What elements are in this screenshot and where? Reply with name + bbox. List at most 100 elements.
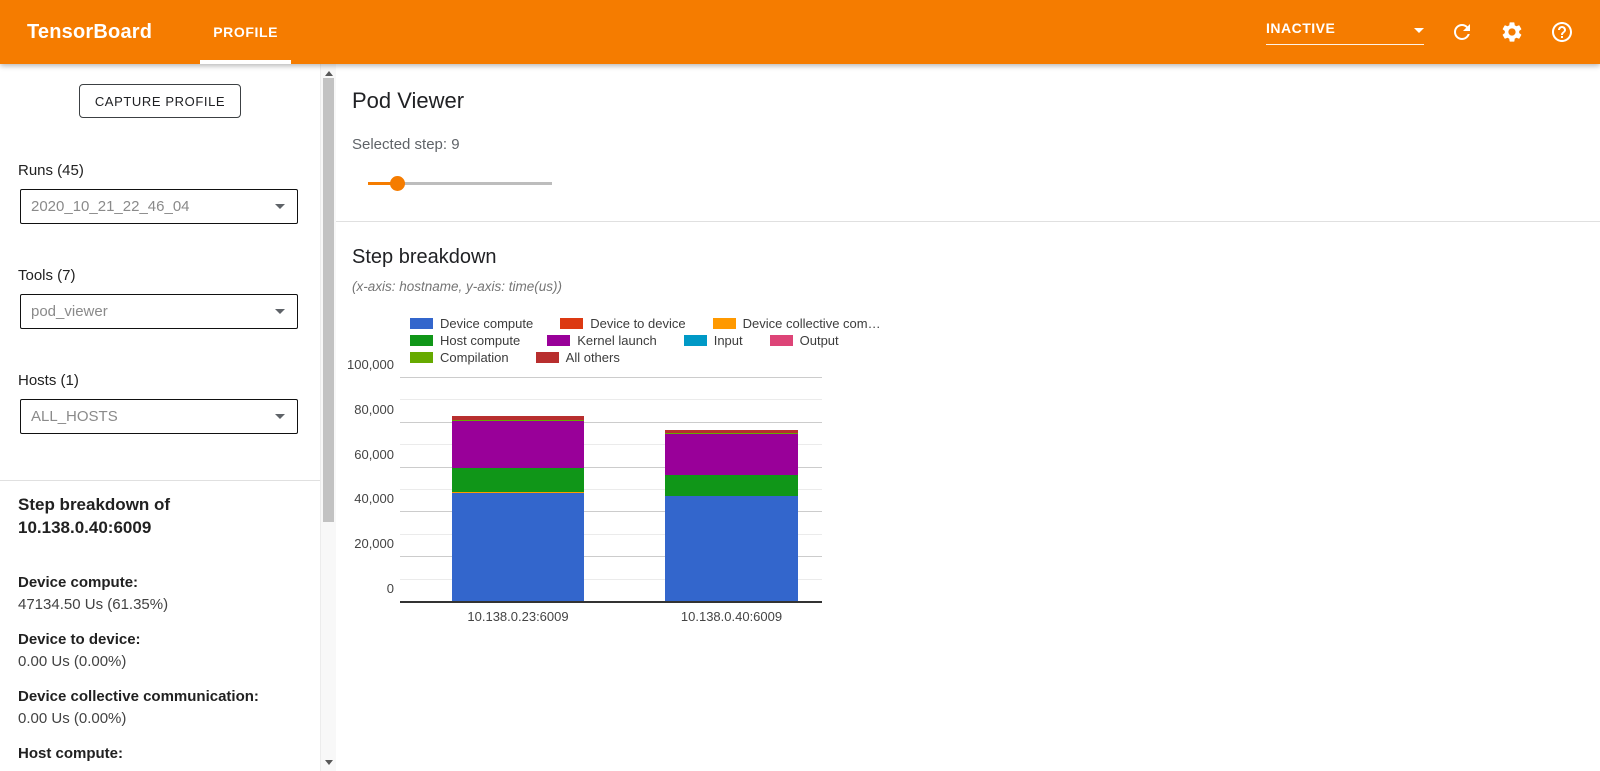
chevron-down-icon: [275, 204, 285, 209]
hosts-dropdown-value: ALL_HOSTS: [31, 408, 118, 425]
bar-segment-all-others[interactable]: [452, 415, 584, 420]
app-title: TensorBoard: [27, 20, 153, 43]
bar-segment-device-collective-communication[interactable]: [665, 495, 798, 497]
stat-device-to-device: Device to device: 0.00 Us (0.00%): [18, 631, 141, 670]
slider-knob[interactable]: [390, 176, 405, 191]
tools-label: Tools (7): [18, 267, 76, 284]
scrollbar-down-arrow-icon[interactable]: [321, 755, 337, 769]
axis-note: (x-axis: hostname, y-axis: time(us)): [352, 279, 563, 294]
gridline: [400, 511, 822, 513]
y-axis-tick-label: 60,000: [354, 446, 394, 462]
hosts-label: Hosts (1): [18, 372, 79, 389]
legend-item: Input: [683, 333, 743, 348]
step-breakdown-chart: 0 20,000 40,000 60,000 80,000 100,000 10.138.0…: [336, 357, 1600, 629]
chevron-down-icon: [1414, 27, 1424, 33]
x-axis-baseline: [400, 601, 822, 603]
legend-item: Device collective com…: [712, 316, 881, 331]
bar-segment-compilation[interactable]: [452, 419, 584, 421]
bar-segment-device-compute[interactable]: [665, 496, 798, 602]
scrollbar-up-arrow-icon[interactable]: [321, 66, 337, 80]
step-breakdown-section-title: Step breakdown: [352, 246, 497, 268]
runs-dropdown[interactable]: 2020_10_21_22_46_04: [20, 189, 298, 224]
tab-profile[interactable]: PROFILE: [200, 0, 292, 64]
legend-swatch-icon: [535, 352, 559, 363]
y-axis-tick-label: 80,000: [354, 401, 394, 417]
gridline: [400, 533, 822, 535]
bar-segment-host-compute[interactable]: [452, 468, 584, 492]
stacked-bar: [452, 378, 584, 602]
legend-row: Device compute Device to device Device col…: [410, 316, 1600, 331]
bar-segment-kernel-launch[interactable]: [452, 420, 584, 469]
y-axis-tick-label: 100,000: [347, 357, 394, 372]
tab-profile-label: PROFILE: [213, 24, 279, 40]
bar-segment-host-compute[interactable]: [665, 474, 798, 496]
stat-device-collective-communication: Device collective communication: 0.00 Us…: [18, 688, 259, 727]
bar-segment-all-others[interactable]: [665, 429, 798, 434]
stacked-bar: [665, 378, 798, 602]
slider-track[interactable]: [368, 182, 552, 185]
legend-item: Kernel launch: [547, 333, 657, 348]
legend-swatch-icon: [410, 318, 433, 329]
status-dropdown[interactable]: INACTIVE: [1266, 20, 1424, 45]
tools-dropdown[interactable]: pod_viewer: [20, 294, 298, 329]
bar-segment-device-collective-communication[interactable]: [452, 491, 584, 493]
y-axis-tick-label: 20,000: [354, 536, 394, 552]
page-title: Pod Viewer: [352, 88, 465, 113]
legend-label: Device compute: [440, 316, 534, 331]
app-header: TensorBoard PROFILE INACTIVE: [0, 0, 1600, 64]
legend-item: Device compute: [410, 316, 533, 331]
chart-legend: Device compute Device to device Device col…: [410, 316, 1600, 365]
legend-item: Output: [769, 333, 839, 348]
scrollbar-thumb[interactable]: [323, 78, 334, 522]
refresh-icon[interactable]: [1450, 20, 1474, 44]
legend-item: All others: [535, 350, 620, 365]
legend-swatch-icon: [683, 335, 707, 346]
settings-gear-icon[interactable]: [1500, 20, 1524, 44]
status-dropdown-value: INACTIVE: [1266, 19, 1336, 36]
hosts-dropdown[interactable]: ALL_HOSTS: [20, 399, 298, 434]
bar-segment-compilation[interactable]: [665, 432, 798, 434]
sidebar-scrollbar[interactable]: [320, 64, 336, 771]
gridline: [400, 377, 822, 378]
legend-row: Host compute Kernel launch Input Output: [410, 333, 1600, 348]
capture-profile-button[interactable]: CAPTURE PROFILE: [79, 84, 241, 118]
bar-segment-kernel-launch[interactable]: [665, 433, 798, 475]
slider-fill: [368, 182, 397, 185]
chart-plot: 0 20,000 40,000 60,000 80,000 100,000 10.138.0…: [347, 357, 822, 624]
stat-host-compute: Host compute:: [18, 745, 123, 762]
legend-swatch-icon: [712, 318, 736, 329]
tools-dropdown-value: pod_viewer: [31, 303, 108, 320]
y-axis-tick-label: 40,000: [354, 491, 394, 507]
bar-segment-device-compute[interactable]: [452, 492, 584, 602]
x-axis-tick-label: 10.138.0.40:6009: [680, 609, 783, 624]
sidebar-divider: [0, 480, 320, 481]
legend-item: Host compute: [410, 333, 520, 348]
legend-label: Kernel launch: [577, 333, 657, 348]
selected-step-label: Selected step: 9: [352, 136, 460, 153]
legend-label: Output: [799, 333, 839, 348]
step-slider[interactable]: [368, 175, 552, 191]
y-axis-tick-label: 0: [386, 581, 394, 596]
legend-item: Compilation: [410, 350, 509, 365]
legend-row: Compilation All others: [410, 350, 1600, 365]
runs-label: Runs (45): [18, 162, 84, 179]
active-tab-indicator: [200, 60, 292, 64]
legend-label: All others: [565, 350, 620, 365]
legend-swatch-icon: [560, 318, 584, 329]
legend-label: Host compute: [440, 333, 521, 348]
step-breakdown-host-title: Step breakdown of 10.138.0.40:6009: [18, 495, 171, 537]
legend-label: Input: [713, 333, 743, 348]
help-icon[interactable]: [1550, 20, 1574, 44]
main-panel: Pod Viewer Selected step: 9 Step breakdo…: [336, 64, 1600, 771]
chevron-down-icon: [275, 309, 285, 314]
legend-label: Device collective com…: [742, 316, 881, 331]
stat-device-compute: Device compute: 47134.50 Us (61.35%): [18, 574, 169, 613]
legend-swatch-icon: [769, 335, 793, 346]
legend-swatch-icon: [410, 335, 433, 346]
sidebar: CAPTURE PROFILE Runs (45) 2020_10_21_22_…: [0, 64, 320, 771]
gridline: [400, 421, 822, 423]
legend-label: Compilation: [440, 350, 509, 365]
chevron-down-icon: [275, 414, 285, 419]
legend-swatch-icon: [547, 335, 571, 346]
gridline: [400, 466, 822, 468]
